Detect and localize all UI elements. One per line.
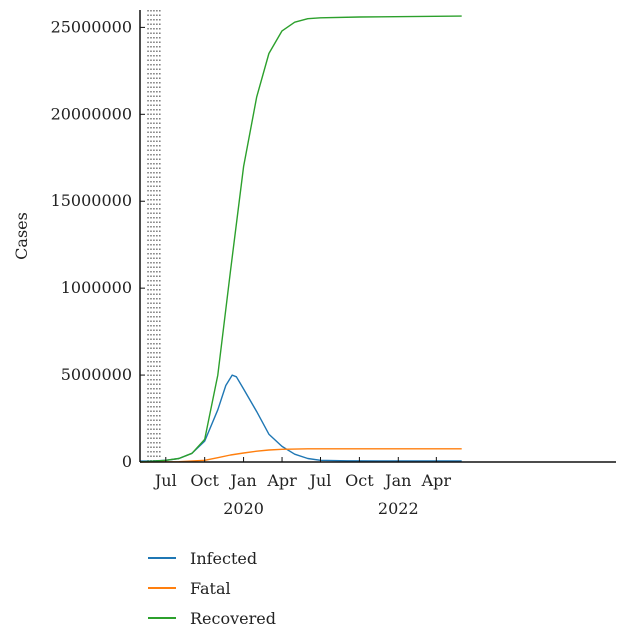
y-tick-label: 1000000 [61,278,132,297]
legend-swatch [148,587,176,589]
legend-label: Fatal [190,578,231,598]
y-tick-label: 25000000 [51,17,132,36]
x-tick-year-label: 2020 [223,499,264,518]
x-tick-label: Jul [308,471,332,490]
reference-lines [147,10,161,462]
y-tick-label: 0 [122,452,132,471]
y-tick-label: 20000000 [51,104,132,123]
x-tick-label: Jan [383,471,411,490]
series-line-recovered [139,15,462,463]
legend-item-fatal: Fatal [148,573,276,603]
legend-label: Recovered [190,608,276,628]
axes [139,10,616,463]
x-tick-label: Apr [421,471,452,490]
x-tick-label: Oct [190,471,219,490]
legend-item-recovered: Recovered [148,603,276,633]
x-tick-label: Jul [153,471,177,490]
legend-item-infected: Infected [148,543,276,573]
x-tick-label: Apr [266,471,297,490]
chart: 050000001000000150000002000000025000000 … [12,10,616,518]
x-tick-year-label: 2022 [378,499,419,518]
y-tick-label: 15000000 [51,191,132,210]
y-axis-title: Cases [12,212,31,260]
x-tick-label: Jan [228,471,256,490]
series-lines [139,15,462,463]
y-tick-label: 5000000 [61,365,132,384]
x-tick-label: Oct [345,471,374,490]
series-line-fatal [139,448,462,463]
y-axis-ticks: 0 5000000 1000000 15000000 20000000 25000000 [51,17,145,471]
legend-swatch [148,557,176,559]
legend-swatch [148,617,176,619]
legend-label: Infected [190,548,258,568]
legend: Infected Fatal Recovered [148,543,276,633]
